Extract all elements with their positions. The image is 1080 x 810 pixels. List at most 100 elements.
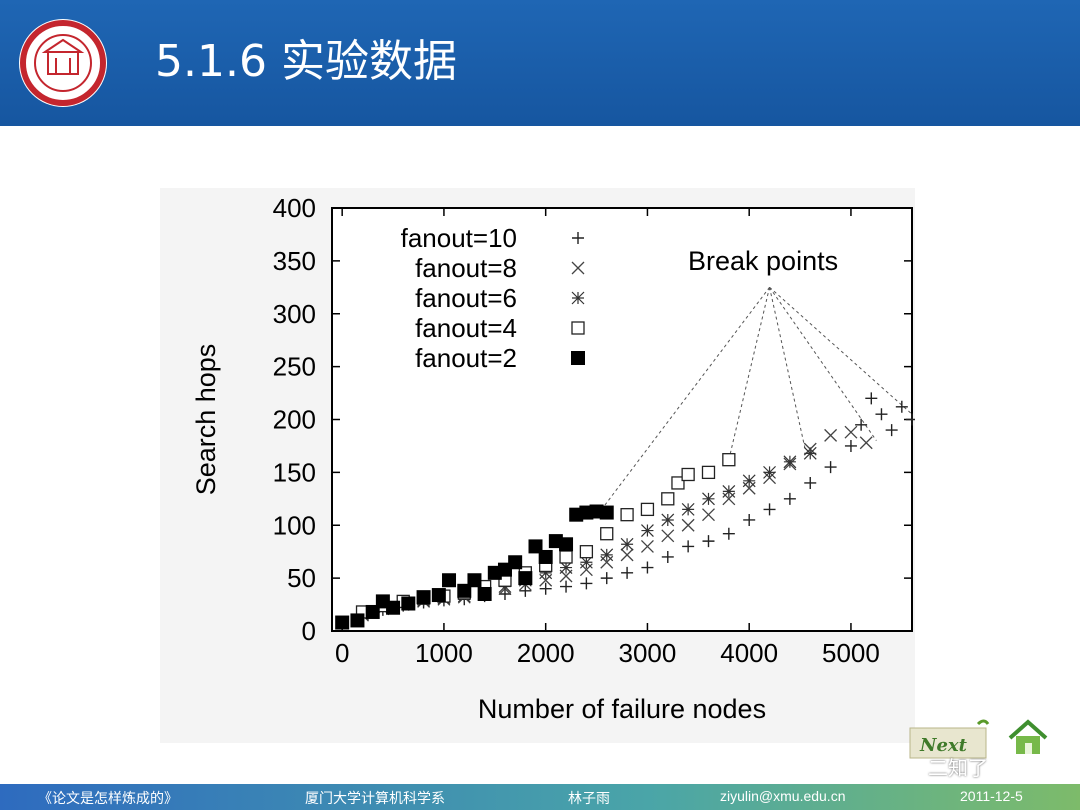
data-point-fanout=10 <box>824 461 837 474</box>
break-points-annotation: Break points <box>688 246 838 276</box>
data-point-fanout=10 <box>621 566 634 579</box>
watermark-text: 二知了 <box>928 756 988 780</box>
data-point-fanout=10 <box>722 527 735 540</box>
data-point-fanout=2 <box>365 604 380 619</box>
x-tick-label: 5000 <box>822 638 880 668</box>
data-point-fanout=10 <box>600 572 613 585</box>
footer-date: 2011-12-5 <box>960 788 1023 804</box>
data-point-fanout=8 <box>844 425 858 439</box>
data-point-fanout=10 <box>844 439 857 452</box>
break-point-line <box>769 287 806 450</box>
data-point-fanout=10 <box>560 580 573 593</box>
data-point-fanout=4 <box>701 465 716 480</box>
data-point-fanout=2 <box>457 583 472 598</box>
legend-label: fanout=6 <box>415 283 517 313</box>
data-point-fanout=10 <box>661 550 674 563</box>
scatter-chart: 0 1000 2000 3000 4000 5000 0 50 100 150 200 250 300 3… <box>191 193 918 724</box>
data-point-fanout=4 <box>722 453 736 467</box>
data-point-fanout=4 <box>579 545 594 559</box>
data-point-fanout=2 <box>508 555 523 570</box>
data-point-fanout=10 <box>855 418 868 431</box>
data-point-fanout=2 <box>350 613 365 628</box>
data-point-fanout=2 <box>467 573 482 588</box>
footer-author: 林子雨 <box>568 791 610 807</box>
next-arrow-icon: Next <box>909 719 990 759</box>
data-point-fanout=2 <box>599 505 614 520</box>
data-point-fanout=4 <box>600 527 614 541</box>
next-button[interactable]: Next <box>908 718 992 768</box>
legend-marker <box>571 321 585 335</box>
home-button[interactable] <box>1006 718 1050 762</box>
data-point-fanout=6 <box>661 513 675 527</box>
y-tick-label: 0 <box>302 616 316 646</box>
data-point-fanout=2 <box>528 539 543 554</box>
y-tick-label: 250 <box>273 352 316 382</box>
data-point-fanout=4 <box>640 502 655 517</box>
legend-label: fanout=10 <box>401 223 517 253</box>
data-point-fanout=4 <box>661 492 675 506</box>
footer-book-title: 《论文是怎样炼成的》 <box>38 791 178 807</box>
data-point-fanout=6 <box>539 566 553 580</box>
data-point-fanout=2 <box>538 549 553 564</box>
data-point-fanout=4 <box>620 508 634 522</box>
data-point-fanout=10 <box>875 408 888 421</box>
data-point-fanout=10 <box>519 584 532 597</box>
home-icon <box>1008 719 1048 754</box>
data-point-fanout=4 <box>559 550 573 564</box>
data-point-fanout=8 <box>702 508 715 522</box>
data-point-fanout=8 <box>824 428 838 442</box>
data-point-fanout=6 <box>742 474 756 488</box>
data-point-fanout=2 <box>335 615 350 630</box>
x-tick-label: 0 <box>335 638 349 668</box>
data-point-fanout=6 <box>620 537 634 551</box>
data-point-fanout=10 <box>865 392 878 405</box>
footer-email: ziyulin@xmu.edu.cn <box>720 788 846 804</box>
break-point-line <box>601 287 770 510</box>
next-label: Next <box>919 735 968 756</box>
university-seal-icon <box>19 19 107 107</box>
data-point-fanout=2 <box>559 537 574 552</box>
data-point-fanout=4 <box>671 476 685 490</box>
x-tick-label: 2000 <box>517 638 575 668</box>
data-point-fanout=2 <box>416 590 431 605</box>
data-point-fanout=8 <box>640 539 654 553</box>
y-tick-label: 50 <box>287 563 316 593</box>
data-point-fanout=10 <box>580 577 593 590</box>
data-point-fanout=6 <box>803 446 817 460</box>
data-point-fanout=2 <box>518 571 533 586</box>
x-tick-label: 3000 <box>619 638 677 668</box>
data-point-fanout=10 <box>895 400 908 413</box>
legend-label: fanout=8 <box>415 253 517 283</box>
data-point-fanout=10 <box>885 424 898 437</box>
slide-title: 5.1.6 实验数据 <box>155 36 457 87</box>
break-point-line <box>769 287 877 441</box>
data-point-fanout=8 <box>681 518 695 532</box>
data-point-fanout=8 <box>859 436 873 450</box>
y-tick-label: 400 <box>273 193 316 223</box>
data-point-fanout=2 <box>442 573 457 588</box>
data-point-fanout=2 <box>386 600 401 615</box>
y-tick-label: 300 <box>273 299 316 329</box>
data-point-fanout=6 <box>681 502 695 516</box>
data-point-fanout=10 <box>682 540 695 553</box>
data-point-fanout=6 <box>722 484 736 498</box>
legend-marker <box>571 261 585 275</box>
data-point-fanout=8 <box>661 529 675 543</box>
legend-marker <box>571 351 585 365</box>
footer-department: 厦门大学计算机科学系 <box>305 791 445 807</box>
data-point-fanout=6 <box>763 465 776 479</box>
data-point-fanout=6 <box>702 492 715 506</box>
data-point-fanout=8 <box>620 548 634 562</box>
legend-label: fanout=2 <box>415 343 517 373</box>
slide-header: 5.1.6 实验数据 <box>0 0 1080 126</box>
y-tick-label: 100 <box>273 510 316 540</box>
data-point-fanout=2 <box>477 586 492 601</box>
break-point-line <box>769 286 913 415</box>
data-point-fanout=4 <box>681 467 695 482</box>
data-point-fanout=6 <box>783 455 797 469</box>
data-point-fanout=10 <box>539 582 552 595</box>
x-axis-label: Number of failure nodes <box>478 694 766 724</box>
y-axis-label: Search hops <box>191 344 221 496</box>
data-point-fanout=10 <box>702 535 715 548</box>
chart-panel: 0 1000 2000 3000 4000 5000 0 50 100 150 200 250 300 3… <box>160 188 918 743</box>
